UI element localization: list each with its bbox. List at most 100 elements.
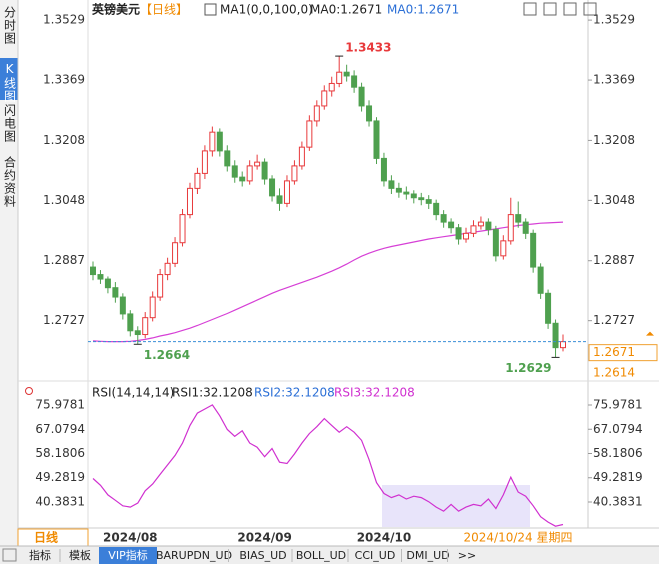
candle-body [373,120,380,159]
candle-body [395,187,402,193]
sidebar-tab[interactable]: 闪电图 [3,104,17,143]
tab[interactable]: BOLL_UD [296,549,346,562]
candle-body [112,287,119,298]
tab[interactable]: BIAS_UD [239,549,286,562]
arrow-icon [646,331,654,336]
candle-body [552,322,559,349]
candle-body [298,146,305,167]
candle-body [119,296,126,315]
candle-body [239,176,246,182]
highlight-box [382,485,530,527]
candle-body [470,225,477,234]
y-tick-label: 67.0794 [35,422,85,436]
candle-body [530,232,537,268]
candle-body [269,178,276,197]
candle-body [283,180,290,204]
candle-body [261,161,268,180]
candle-body [172,242,179,264]
rsi-value: RSI1:32.1208 [172,386,253,400]
candle-body [351,75,358,88]
y-tick-label: 40.3831 [593,494,643,508]
y-tick-label: 1.2887 [593,253,635,267]
rsi-params: RSI(14,14,14) [92,386,174,400]
y-tick-label: 1.3369 [593,73,635,87]
tool-icon[interactable] [583,2,597,16]
candle-body [507,214,514,242]
y-tick-label: 75.9781 [35,398,85,412]
sidebar-tab[interactable]: K线图 [3,62,17,103]
candle-body [224,150,231,167]
tab[interactable]: >> [458,549,476,562]
extreme-label: 1.3433 [345,41,391,55]
tab[interactable]: BARUPDN_UD [156,549,232,562]
x-tick-label: 2024/10 [357,531,411,545]
candle-body [418,197,425,201]
candle-body [477,221,484,227]
candle-body [209,131,216,152]
candle-body [104,278,111,289]
candle-body [157,274,164,298]
y-tick-label: 49.2819 [593,470,643,484]
candle-body [276,195,283,204]
settings-icon[interactable] [25,387,33,395]
candle-body [336,71,343,84]
candle-body [313,105,320,122]
candle-body [127,313,134,332]
price-tag: 1.2614 [593,366,635,380]
tool-icon[interactable] [563,2,577,16]
tab-bar [0,546,659,564]
ma-line [92,221,564,343]
sidebar-tab[interactable]: 分时图 [3,6,17,45]
sidebar-tab[interactable]: 合约资料 [3,155,17,208]
tab[interactable]: VIP指标 [108,548,147,562]
y-tick-label: 1.2727 [593,313,635,327]
y-tick-label: 1.3529 [43,13,85,27]
tool-icon[interactable] [523,2,537,16]
y-tick-label: 67.0794 [593,422,643,436]
candle-body [448,221,455,229]
y-tick-label: 1.3208 [593,133,635,147]
tab[interactable]: DMI_UD [406,549,449,562]
y-tick-label: 1.2727 [43,313,85,327]
y-tick-label: 1.3048 [593,193,635,207]
candle-body [306,120,313,148]
candle-body [246,165,253,182]
tab[interactable]: 模板 [69,548,91,562]
period-label[interactable]: 日线 [34,530,58,545]
candle-body [425,199,432,204]
candle-body [463,232,470,240]
candle-body [358,86,365,107]
candle-body [179,214,186,244]
candle-body [90,266,96,276]
tab[interactable]: 指标 [29,548,51,562]
x-tick-label: 2024/09 [237,531,291,545]
y-tick-label: 1.2887 [43,253,85,267]
icon[interactable] [204,3,217,16]
candle-body [537,266,544,294]
tool-icon[interactable] [543,2,557,16]
candle-body [328,82,335,92]
extreme-label: 1.2664 [144,348,190,362]
period: 【日线】 [140,3,188,17]
candle-body [142,317,149,336]
candle-body [134,330,141,336]
candle-body [560,341,566,349]
candle-body [522,221,529,234]
candle-body [440,214,447,223]
cursor-date: 2024/10/24 星期四 [464,531,573,545]
icon[interactable] [2,548,17,562]
candle-body [97,274,104,280]
y-tick-label: 1.3369 [43,73,85,87]
toolbar [523,2,597,16]
rsi-value: RSI3:32.1208 [334,386,415,400]
extreme-label: 1.2629 [505,361,551,375]
tab[interactable]: CCI_UD [355,549,396,562]
y-tick-label: 58.1806 [593,446,643,460]
candle-body [366,105,373,122]
candle-body [433,202,440,216]
candle-body [388,180,395,189]
x-tick-label: 2024/08 [103,531,157,545]
symbol: 英镑美元 [92,2,140,17]
candle-body [515,214,522,223]
candle-body [254,161,261,167]
